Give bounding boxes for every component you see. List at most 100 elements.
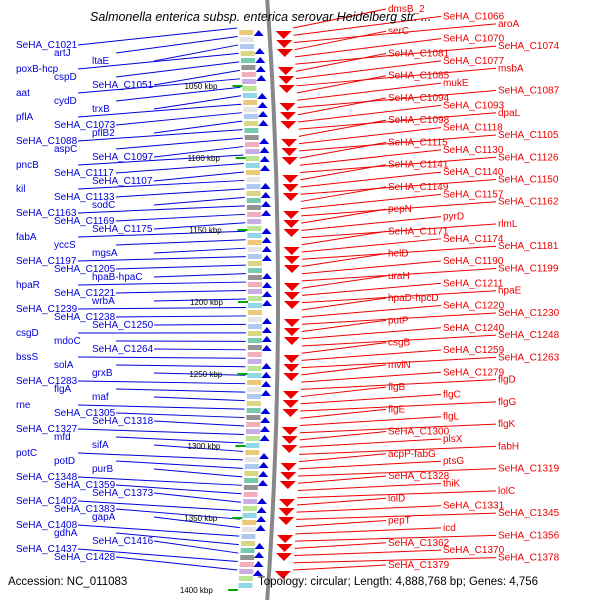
gene-arrow-reverse [280,472,297,480]
left-gene-label: mdoC [54,336,81,347]
track-block [245,149,260,154]
right-gene-label: SeHA_C1240 [443,323,505,334]
left-connector-line [115,532,239,546]
left-gene-label: SeHA_C1305 [54,408,116,419]
right-connector-line [294,549,442,557]
gene-arrow-reverse [283,265,300,273]
right-gene-label: SeHA_C1370 [443,545,505,556]
right-gene-label: lolD [388,493,405,504]
gene-arrow-forward [261,255,272,261]
right-connector-line [300,164,387,181]
track-block [247,387,262,392]
gene-arrow-forward [257,93,268,99]
right-gene-label: flgK [498,419,516,430]
right-gene-label: SeHA_C1211 [443,278,504,289]
right-gene-label: icd [443,523,456,534]
right-connector-line [295,527,442,535]
right-connector-line [301,290,497,304]
scale-tick-label: 1200 kbp [190,298,223,307]
right-connector-line [295,520,387,528]
gene-arrow-reverse [283,220,300,228]
track-block [246,401,261,406]
scale-tick-label: 1150 kbp [189,226,222,235]
gene-arrow-forward [260,192,271,198]
gene-arrow-reverse [283,337,300,345]
right-connector-line [300,179,497,195]
left-connector-line [115,188,245,198]
gene-arrow-forward [252,570,263,576]
right-gene-label: SeHA_C1345 [498,508,560,519]
right-gene-label: SeHA_C1356 [498,530,560,541]
right-gene-label: flgB [388,382,406,393]
right-gene-label: dmsB_2 [388,4,425,15]
track-block [244,464,259,469]
track-block [247,275,262,280]
gene-arrow-forward [261,228,272,234]
left-gene-label: SeHA_C1238 [54,312,116,323]
left-gene-label: sodC [92,200,115,211]
gene-arrow-forward [258,471,269,477]
track-block [244,128,259,133]
track-block [247,380,262,385]
left-gene-label: SeHA_C1402 [16,496,78,507]
right-connector-line [294,30,387,51]
left-connector-line [115,61,240,78]
right-gene-label: flgG [498,397,517,408]
track-block [242,93,257,98]
track-block [239,30,254,35]
left-gene-label: poxB-hcp [16,64,59,75]
right-connector-line [298,112,497,130]
left-connector-line [153,298,247,302]
left-connector-line [77,154,244,166]
right-gene-label: SeHA_C1074 [498,41,560,52]
right-connector-line [300,393,442,405]
gene-arrow-reverse [275,31,292,39]
track-block [243,485,258,490]
right-connector-line [299,127,442,145]
track-block [245,457,259,462]
left-connector-line [153,222,246,230]
left-connector-line [153,348,246,351]
track-block [246,408,261,413]
gene-arrow-forward [261,318,272,324]
track-block [240,44,255,49]
right-gene-label: SeHA_C1263 [498,352,560,363]
gene-arrow-forward [254,552,265,558]
right-gene-label: SeHA_C1331 [443,501,505,512]
right-connector-line [300,171,442,188]
left-gene-label: SeHA_C1437 [16,544,78,555]
right-connector-line [300,386,387,398]
left-connector-line [115,213,246,222]
gene-arrow-forward [258,462,269,468]
left-connector-line [77,78,241,94]
right-connector-line [301,245,497,260]
right-connector-line [293,8,387,29]
track-block [242,86,257,91]
left-gene-label: wrbA [91,296,115,307]
left-gene-label: SeHA_C1205 [54,264,116,275]
left-connector-line [115,239,246,246]
left-connector-line [115,163,244,174]
track-block [248,289,262,294]
gene-arrow-reverse [281,436,298,444]
gene-arrow-reverse [282,409,299,417]
right-connector-line [296,75,387,94]
left-connector-line [77,428,244,435]
left-connector-line [77,205,245,214]
right-connector-line [301,312,497,325]
right-connector-line [299,431,387,441]
track-block [243,499,258,504]
gene-arrow-reverse [281,157,298,165]
right-gene-label: SeHA_C1070 [443,34,505,45]
track-block [240,548,255,553]
right-connector-line [301,216,442,231]
accession-text: Accession: NC_011083 [8,576,128,588]
right-gene-label: SeHA_C1328 [388,471,450,482]
track-block [246,429,260,434]
gene-arrow-reverse [279,499,296,507]
track-block [238,583,253,588]
track-block [242,513,257,518]
gene-arrow-reverse [283,247,300,255]
right-connector-line [299,149,442,166]
